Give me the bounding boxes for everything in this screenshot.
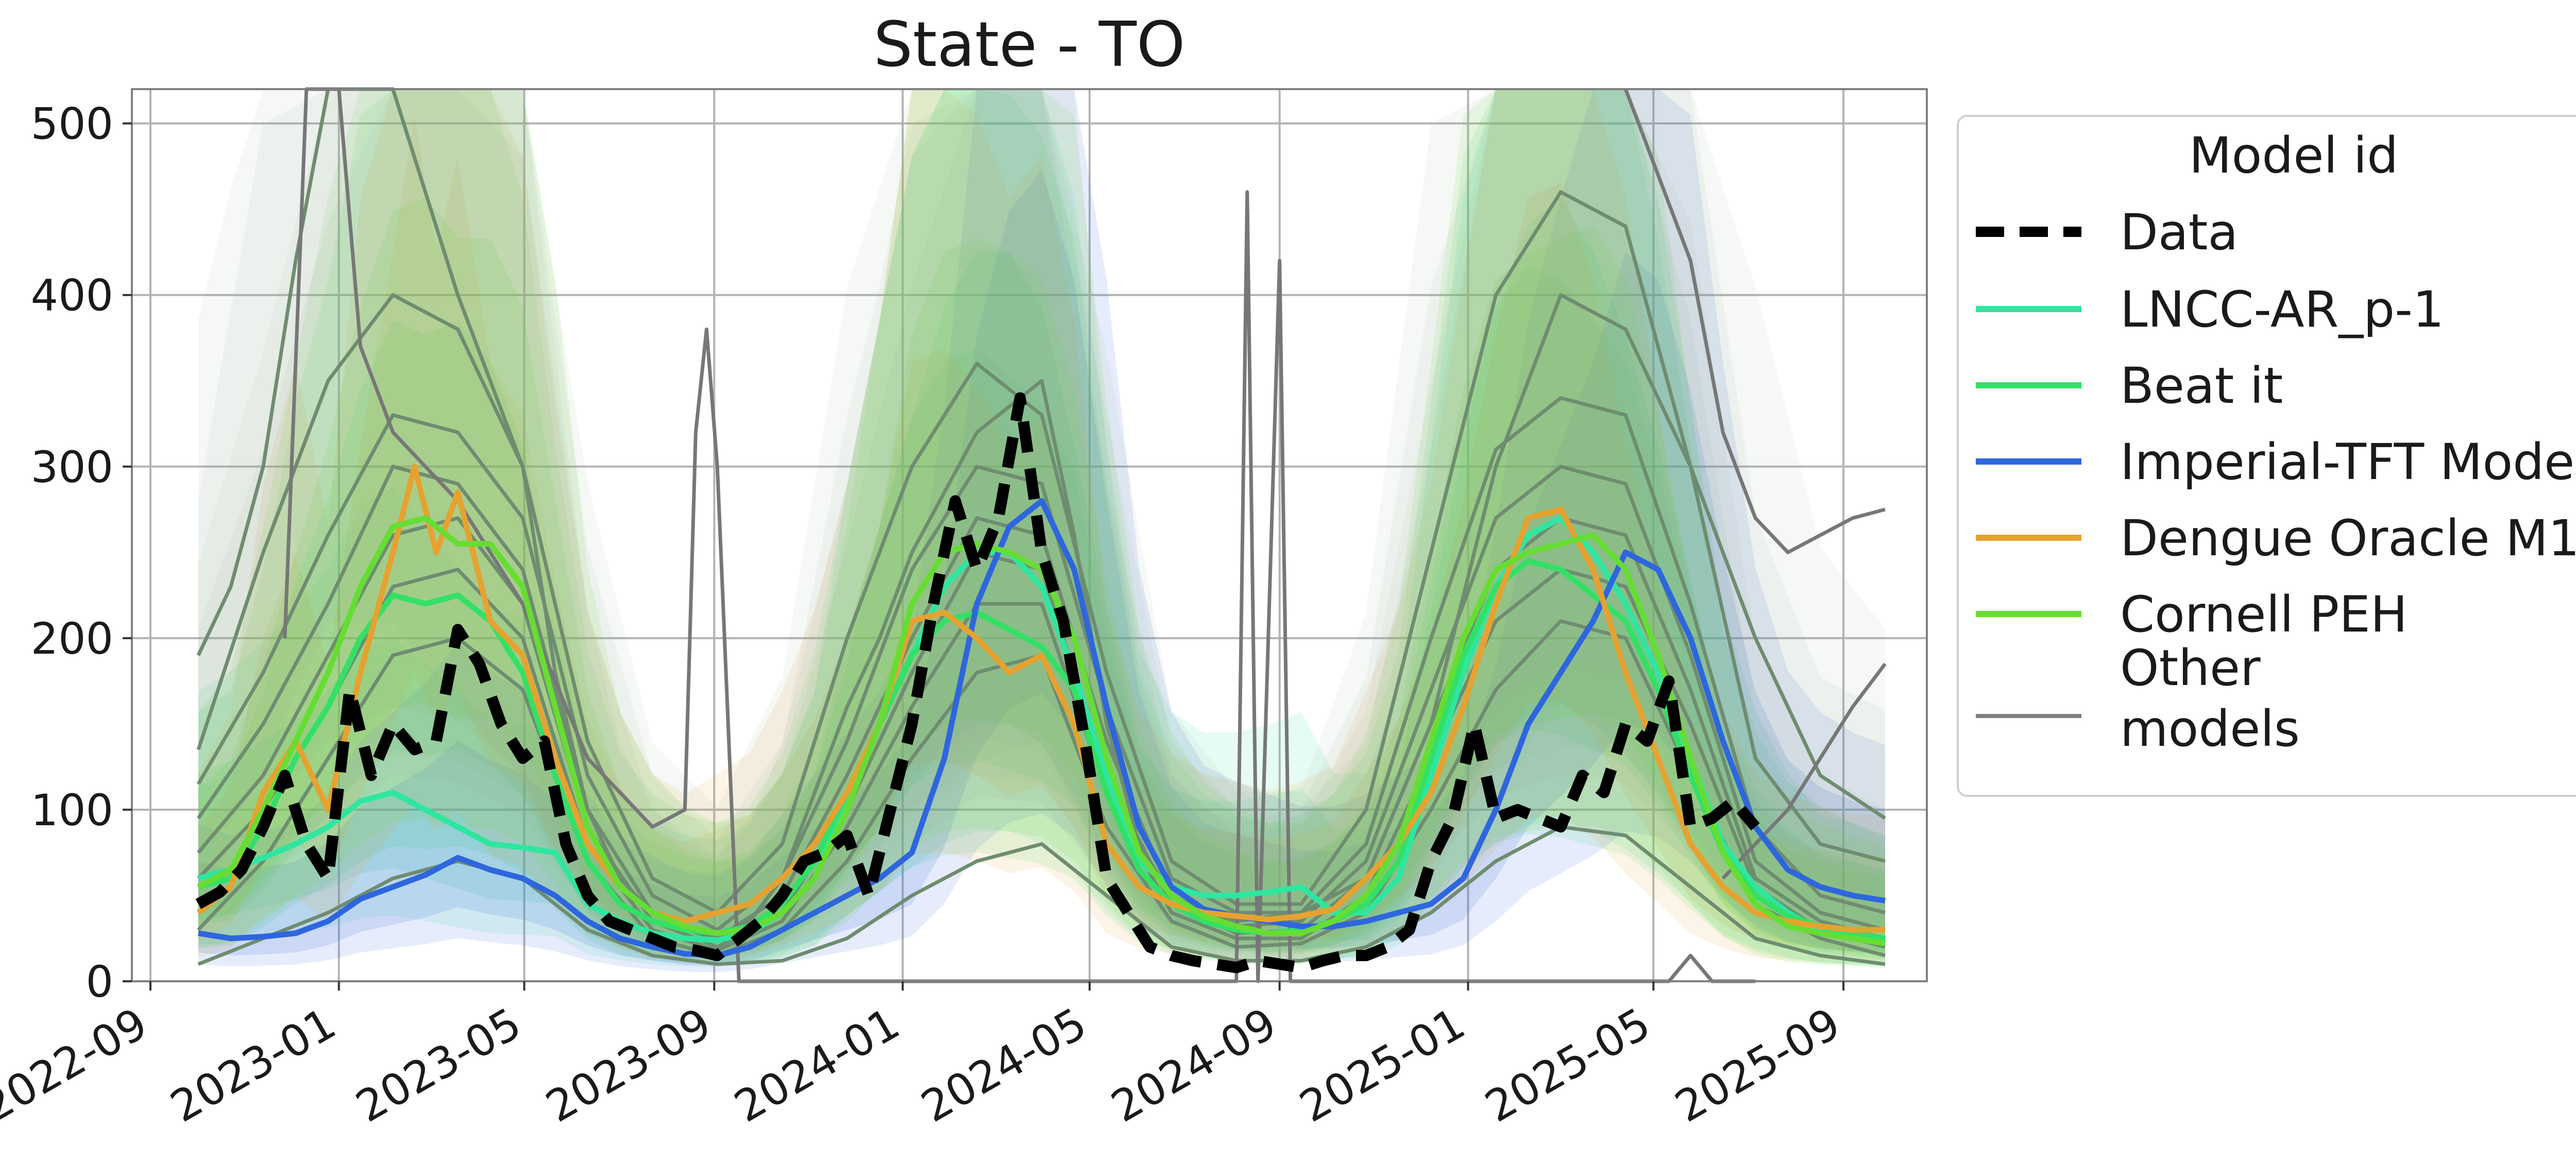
y-tick-label: 100 — [31, 785, 113, 836]
y-tick-label: 400 — [31, 270, 113, 321]
y-axis: 0 100 200 300 400 500 — [31, 99, 132, 1007]
legend-box — [1957, 115, 2576, 797]
other-model-line — [197, 568, 1886, 952]
y-tick-label: 0 — [86, 957, 113, 1007]
legend-label: Dengue Oracle M1 — [2120, 509, 2576, 567]
series-line-dengue-oracle-m1 — [196, 464, 1885, 933]
other-model-line — [1721, 662, 1887, 880]
plot-area-frame — [131, 88, 1928, 982]
other-model-line — [196, 87, 1886, 941]
other-model-line — [1624, 88, 1886, 554]
legend-label: Beat it — [2120, 357, 2283, 415]
legend-label: LNCC-AR_p-1 — [2120, 281, 2444, 338]
legend-items: Data LNCC-AR_p-1 Beat it Imperial-TFT Model… — [1976, 203, 2576, 758]
y-tick-label: 200 — [31, 613, 113, 664]
y-tick-label: 500 — [31, 99, 113, 149]
legend-label: Data — [2120, 203, 2238, 261]
series-line-data — [195, 392, 1760, 974]
legend-label: Cornell PEH — [2120, 586, 2408, 643]
other-model-line — [196, 190, 1886, 915]
legend-label: Other models — [2120, 639, 2300, 758]
legend: Model id Data LNCC-AR_p-1 Beat it Imperial-… — [1957, 115, 2576, 797]
uncertainty-band — [198, 197, 1886, 959]
model-series-lines — [195, 392, 1886, 974]
y-tick-label: 300 — [31, 442, 113, 492]
legend-title: Model id — [2189, 127, 2398, 184]
series-line-lncc-ar-p-1 — [197, 515, 1886, 943]
other-model-line — [196, 396, 1886, 932]
legend-label: Imperial-TFT Model — [2120, 433, 2576, 491]
uncertainty-band — [198, 197, 1886, 957]
chart-title: State - TO — [874, 9, 1185, 81]
